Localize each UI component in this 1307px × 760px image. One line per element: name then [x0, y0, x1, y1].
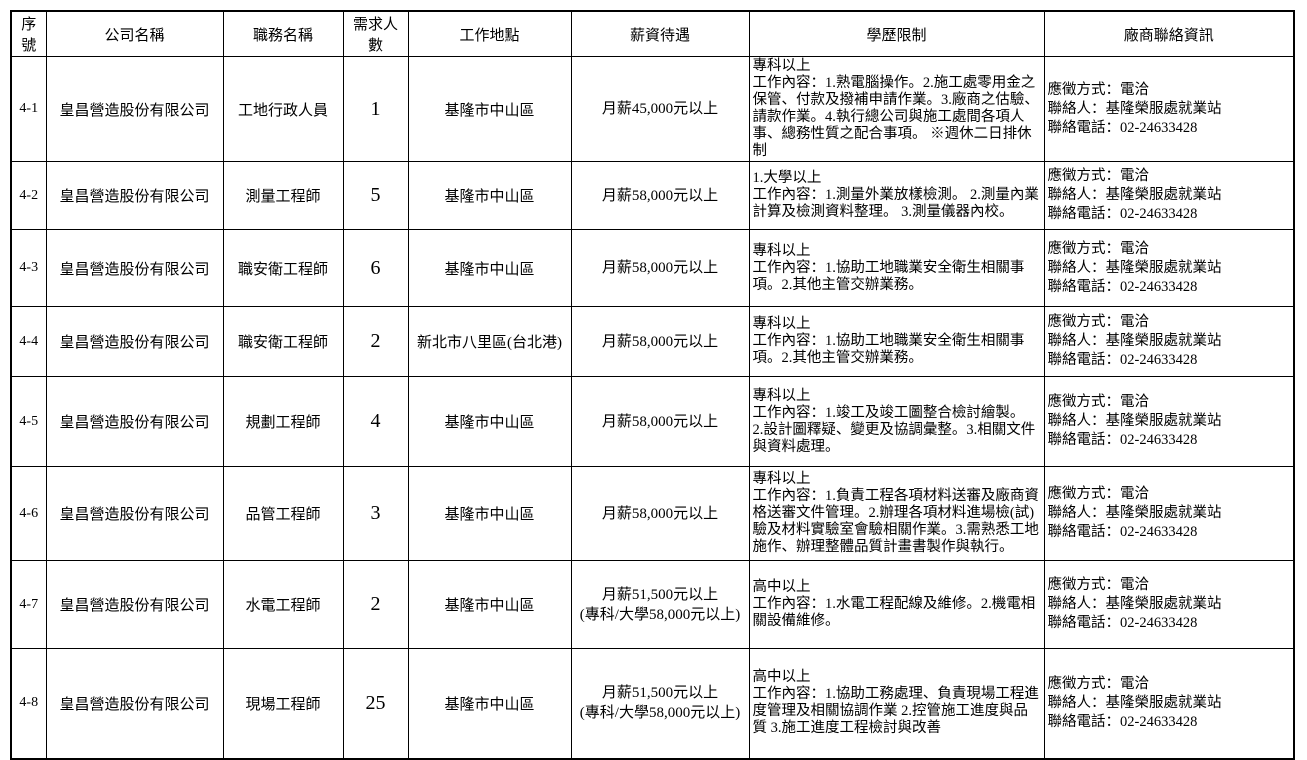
cell-education-requirement: 專科以上 工作內容：1.負責工程各項材料送審及廠商資格送審文件管理。2.辦理各項…: [748, 466, 1045, 561]
cell-headcount: 6: [342, 229, 409, 307]
col-header-company-name: 公司名稱: [45, 10, 224, 57]
cell-job-title: 品管工程師: [222, 466, 344, 561]
cell-salary: 月薪58,000元以上: [570, 376, 750, 467]
cell-company-name: 皇昌營造股份有限公司: [45, 56, 224, 162]
cell-job-title: 規劃工程師: [222, 376, 344, 467]
cell-salary: 月薪58,000元以上: [570, 306, 750, 377]
job-listings-table: 序號 公司名稱 職務名稱 需求人數 工作地點 薪資待遇 學歷限制 廠商聯絡資訊 …: [10, 10, 1295, 760]
cell-education-requirement: 專科以上 工作內容：1.協助工地職業安全衛生相關事項。2.其他主管交辦業務。: [748, 229, 1045, 307]
cell-serial-number: 4-3: [10, 229, 47, 307]
col-header-salary: 薪資待遇: [570, 10, 750, 57]
col-header-job-title: 職務名稱: [222, 10, 344, 57]
cell-company-name: 皇昌營造股份有限公司: [45, 466, 224, 561]
cell-headcount: 1: [342, 56, 409, 162]
table-row: 4-6 皇昌營造股份有限公司 品管工程師 3 基隆市中山區 月薪58,000元以…: [10, 466, 1295, 561]
cell-salary: 月薪58,000元以上: [570, 466, 750, 561]
table-row: 4-1 皇昌營造股份有限公司 工地行政人員 1 基隆市中山區 月薪45,000元…: [10, 56, 1295, 162]
cell-employer-contact-info: 應徵方式：電洽 聯絡人：基隆榮服處就業站 聯絡電話：02-24633428: [1043, 648, 1295, 759]
cell-headcount: 3: [342, 466, 409, 561]
cell-employer-contact-info: 應徵方式：電洽 聯絡人：基隆榮服處就業站 聯絡電話：02-24633428: [1043, 466, 1295, 561]
cell-employer-contact-info: 應徵方式：電洽 聯絡人：基隆榮服處就業站 聯絡電話：02-24633428: [1043, 56, 1295, 162]
cell-serial-number: 4-4: [10, 306, 47, 377]
cell-company-name: 皇昌營造股份有限公司: [45, 560, 224, 649]
cell-job-title: 水電工程師: [222, 560, 344, 649]
cell-salary: 月薪51,500元以上 (專科/大學58,000元以上): [570, 560, 750, 649]
cell-serial-number: 4-7: [10, 560, 47, 649]
cell-serial-number: 4-1: [10, 56, 47, 162]
table-row: 4-5 皇昌營造股份有限公司 規劃工程師 4 基隆市中山區 月薪58,000元以…: [10, 376, 1295, 467]
cell-employer-contact-info: 應徵方式：電洽 聯絡人：基隆榮服處就業站 聯絡電話：02-24633428: [1043, 376, 1295, 467]
cell-headcount: 2: [342, 306, 409, 377]
table-row: 4-7 皇昌營造股份有限公司 水電工程師 2 基隆市中山區 月薪51,500元以…: [10, 560, 1295, 649]
cell-work-location: 基隆市中山區: [407, 560, 572, 649]
cell-education-requirement: 高中以上 工作內容：1.協助工務處理、負責現場工程進度管理及相關協調作業 2.控…: [748, 648, 1045, 759]
cell-work-location: 基隆市中山區: [407, 466, 572, 561]
cell-work-location: 基隆市中山區: [407, 376, 572, 467]
cell-company-name: 皇昌營造股份有限公司: [45, 306, 224, 377]
cell-employer-contact-info: 應徵方式：電洽 聯絡人：基隆榮服處就業站 聯絡電話：02-24633428: [1043, 306, 1295, 377]
job-listings-document: 序號 公司名稱 職務名稱 需求人數 工作地點 薪資待遇 學歷限制 廠商聯絡資訊 …: [10, 10, 1295, 760]
cell-employer-contact-info: 應徵方式：電洽 聯絡人：基隆榮服處就業站 聯絡電話：02-24633428: [1043, 161, 1295, 230]
col-header-employer-contact-info: 廠商聯絡資訊: [1043, 10, 1295, 57]
cell-salary: 月薪58,000元以上: [570, 229, 750, 307]
cell-company-name: 皇昌營造股份有限公司: [45, 161, 224, 230]
cell-headcount: 25: [342, 648, 409, 759]
cell-job-title: 職安衛工程師: [222, 229, 344, 307]
cell-salary: 月薪51,500元以上 (專科/大學58,000元以上): [570, 648, 750, 759]
cell-work-location: 新北市八里區(台北港): [407, 306, 572, 377]
table-header-row: 序號 公司名稱 職務名稱 需求人數 工作地點 薪資待遇 學歷限制 廠商聯絡資訊: [10, 10, 1295, 57]
cell-employer-contact-info: 應徵方式：電洽 聯絡人：基隆榮服處就業站 聯絡電話：02-24633428: [1043, 560, 1295, 649]
cell-company-name: 皇昌營造股份有限公司: [45, 229, 224, 307]
cell-serial-number: 4-5: [10, 376, 47, 467]
cell-work-location: 基隆市中山區: [407, 161, 572, 230]
col-header-headcount: 需求人數: [342, 10, 409, 57]
cell-work-location: 基隆市中山區: [407, 229, 572, 307]
cell-serial-number: 4-2: [10, 161, 47, 230]
cell-salary: 月薪58,000元以上: [570, 161, 750, 230]
col-header-education-requirement: 學歷限制: [748, 10, 1045, 57]
cell-education-requirement: 專科以上 工作內容：1.協助工地職業安全衛生相關事項。2.其他主管交辦業務。: [748, 306, 1045, 377]
cell-education-requirement: 專科以上 工作內容：1.熟電腦操作。2.施工處零用金之保管、付款及撥補申請作業。…: [748, 56, 1045, 162]
cell-education-requirement: 專科以上 工作內容：1.竣工及竣工圖整合檢討繪製。 2.設計圖釋疑、變更及協調彙…: [748, 376, 1045, 467]
col-header-serial-number: 序號: [10, 10, 47, 57]
cell-company-name: 皇昌營造股份有限公司: [45, 648, 224, 759]
cell-education-requirement: 1.大學以上 工作內容：1.測量外業放樣檢測。 2.測量內業計算及檢測資料整理。…: [748, 161, 1045, 230]
table-row: 4-8 皇昌營造股份有限公司 現場工程師 25 基隆市中山區 月薪51,500元…: [10, 648, 1295, 759]
cell-job-title: 職安衛工程師: [222, 306, 344, 377]
cell-headcount: 2: [342, 560, 409, 649]
cell-work-location: 基隆市中山區: [407, 56, 572, 162]
cell-company-name: 皇昌營造股份有限公司: [45, 376, 224, 467]
col-header-work-location: 工作地點: [407, 10, 572, 57]
table-row: 4-3 皇昌營造股份有限公司 職安衛工程師 6 基隆市中山區 月薪58,000元…: [10, 229, 1295, 307]
cell-education-requirement: 高中以上 工作內容：1.水電工程配線及維修。2.機電相關設備維修。: [748, 560, 1045, 649]
cell-job-title: 工地行政人員: [222, 56, 344, 162]
cell-employer-contact-info: 應徵方式：電洽 聯絡人：基隆榮服處就業站 聯絡電話：02-24633428: [1043, 229, 1295, 307]
cell-job-title: 現場工程師: [222, 648, 344, 759]
table-row: 4-2 皇昌營造股份有限公司 測量工程師 5 基隆市中山區 月薪58,000元以…: [10, 161, 1295, 230]
cell-job-title: 測量工程師: [222, 161, 344, 230]
cell-serial-number: 4-8: [10, 648, 47, 759]
cell-salary: 月薪45,000元以上: [570, 56, 750, 162]
cell-work-location: 基隆市中山區: [407, 648, 572, 759]
table-row: 4-4 皇昌營造股份有限公司 職安衛工程師 2 新北市八里區(台北港) 月薪58…: [10, 306, 1295, 377]
cell-headcount: 5: [342, 161, 409, 230]
cell-serial-number: 4-6: [10, 466, 47, 561]
cell-headcount: 4: [342, 376, 409, 467]
